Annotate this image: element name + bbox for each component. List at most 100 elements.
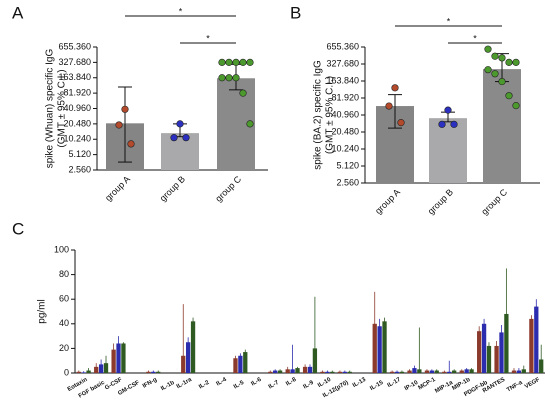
x-tick-label: IL-15 [369, 380, 385, 393]
significance-label: * [447, 16, 451, 26]
data-point [397, 119, 405, 127]
data-point [218, 58, 226, 66]
y-tick-label: 655.360 [326, 41, 359, 51]
data-point [232, 58, 240, 66]
y-tick-label: 327.680 [58, 57, 91, 67]
data-point [239, 58, 247, 66]
bar [452, 370, 457, 373]
bar [233, 358, 238, 373]
data-point [484, 45, 492, 53]
y-tick-label: 5.120 [336, 160, 359, 170]
x-tick-label: group C [479, 187, 509, 217]
bar [477, 331, 482, 373]
y-tick-label: 81.920 [331, 92, 359, 102]
data-point [246, 120, 254, 128]
data-point [232, 74, 240, 82]
data-point [225, 58, 233, 66]
bar [307, 366, 313, 373]
bar [424, 370, 430, 373]
bar [494, 345, 499, 373]
y-axis-label: spike (BA.2) specific IgG [313, 60, 324, 170]
data-point [170, 134, 178, 142]
x-tick-label: IL-2 [198, 380, 211, 391]
y-tick-label: 5.120 [68, 149, 91, 159]
data-point [176, 120, 184, 128]
bar [243, 352, 248, 373]
panel-label: C [12, 219, 24, 238]
y-axis-label: (GMT ± 95% C.I.) [325, 76, 336, 154]
data-point [450, 120, 458, 128]
bar [459, 370, 464, 373]
x-tick-label: group A [373, 187, 402, 216]
bar [429, 370, 435, 373]
data-point [391, 84, 399, 92]
bar [161, 133, 199, 170]
bar [382, 321, 387, 373]
data-point [246, 58, 254, 66]
y-tick-label: 163.840 [326, 75, 359, 85]
data-point [127, 140, 135, 148]
y-tick-label: 20.480 [63, 118, 91, 128]
data-point [385, 102, 393, 110]
bar [483, 69, 521, 183]
significance-label: * [179, 6, 183, 16]
x-tick-label: IL-10 [317, 377, 333, 390]
y-tick-label: 40 [59, 318, 69, 328]
bar [486, 345, 492, 373]
data-point [505, 92, 513, 100]
x-tick-label: IL-13 [352, 377, 368, 390]
bar [534, 306, 539, 373]
x-tick-label: IL-1b [160, 380, 176, 393]
bar [407, 370, 412, 373]
panel-label: B [290, 3, 301, 22]
y-axis-label: spike (Whuan) specific IgG [45, 49, 56, 169]
data-point [121, 105, 129, 113]
y-tick-label: 40.960 [331, 109, 359, 119]
x-tick-label: group C [213, 174, 243, 204]
y-tick-label: 2.560 [336, 177, 359, 187]
data-point [491, 52, 499, 60]
y-tick-label: 10.240 [63, 134, 91, 144]
x-tick-label: IL-17 [387, 377, 403, 390]
bar [434, 370, 439, 373]
y-tick-label: 20 [59, 343, 69, 353]
significance-label: * [473, 33, 477, 43]
y-tick-label: 40.960 [63, 103, 91, 113]
data-point [512, 102, 520, 110]
data-point [115, 121, 123, 129]
bar [277, 370, 283, 373]
x-tick-label: IL-6 [250, 377, 263, 388]
y-axis-label: (GMT ± 95% C.I.) [57, 69, 68, 147]
bar [121, 343, 126, 373]
bar [429, 118, 467, 183]
x-tick-label: IFN-g [142, 377, 159, 390]
bar [302, 366, 308, 373]
y-tick-label: 2.560 [68, 164, 91, 174]
significance-label: * [206, 33, 210, 43]
data-point [498, 77, 506, 86]
x-tick-label: VEGF [524, 377, 541, 391]
data-point [484, 66, 492, 74]
data-point [491, 70, 499, 78]
bar [111, 349, 116, 373]
bar [464, 369, 469, 373]
bar [295, 368, 300, 373]
y-tick-label: 60 [59, 294, 69, 304]
data-point [498, 54, 506, 62]
x-tick-label: IL-7 [268, 380, 281, 391]
x-tick-label: TNF-a [506, 380, 524, 394]
y-tick-label: 20.480 [331, 126, 359, 136]
x-tick-label: group A [103, 174, 132, 203]
bar [238, 355, 243, 373]
data-point [505, 58, 513, 66]
y-tick-label: 327.680 [326, 58, 359, 68]
y-axis-label: pg/ml [37, 299, 48, 323]
bar [529, 318, 534, 373]
panel-label: A [12, 3, 24, 22]
data-point [444, 106, 452, 114]
y-tick-label: 81.920 [63, 88, 91, 98]
y-tick-label: 655.360 [58, 41, 91, 51]
y-tick-label: 10.240 [331, 143, 359, 153]
x-tick-label: group B [158, 174, 187, 203]
